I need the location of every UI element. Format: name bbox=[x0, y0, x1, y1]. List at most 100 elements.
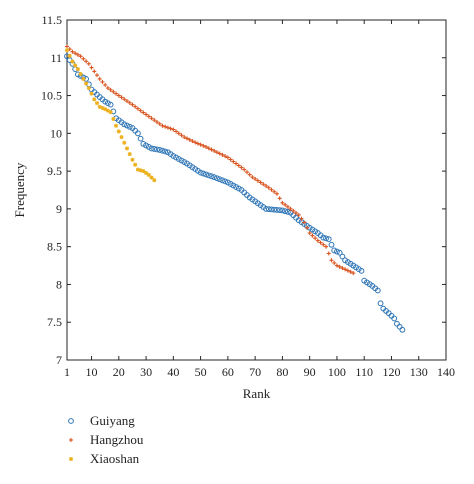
data-point bbox=[391, 315, 398, 322]
data-point bbox=[255, 178, 260, 183]
data-point bbox=[135, 106, 140, 111]
data-point bbox=[253, 176, 258, 181]
data-point bbox=[222, 178, 229, 185]
data-point bbox=[348, 269, 353, 274]
data-point bbox=[334, 248, 340, 255]
data-point bbox=[124, 122, 130, 129]
data-point bbox=[75, 67, 80, 72]
x-tick-label: 70 bbox=[249, 365, 261, 379]
data-point bbox=[374, 287, 381, 294]
x-tick-label: 130 bbox=[410, 365, 428, 379]
data-point bbox=[100, 79, 105, 84]
data-point bbox=[326, 251, 331, 256]
data-point bbox=[86, 86, 91, 90]
y-tick-label: 9 bbox=[56, 202, 62, 216]
data-point bbox=[282, 208, 289, 215]
data-point bbox=[250, 175, 255, 180]
data-point bbox=[73, 51, 78, 56]
data-point bbox=[154, 120, 159, 124]
data-point bbox=[197, 169, 204, 176]
data-point bbox=[307, 231, 312, 236]
data-point bbox=[157, 121, 162, 126]
data-point bbox=[65, 44, 69, 49]
data-point bbox=[92, 97, 97, 102]
data-point bbox=[103, 82, 108, 87]
data-point bbox=[217, 151, 222, 156]
data-point bbox=[89, 65, 94, 70]
legend-marker bbox=[68, 418, 74, 424]
series-guiyang bbox=[64, 53, 406, 333]
data-point bbox=[291, 208, 296, 213]
data-point bbox=[274, 206, 280, 213]
data-point bbox=[236, 163, 241, 168]
data-point bbox=[334, 263, 339, 268]
data-point bbox=[137, 135, 144, 142]
data-point bbox=[331, 247, 338, 254]
data-point bbox=[151, 146, 158, 152]
axis-ticks: 1 10 20 30 40 50 60 70 80 90 100 110 120 130 14077.588… bbox=[41, 13, 455, 379]
data-point bbox=[149, 116, 154, 121]
data-point bbox=[284, 209, 291, 215]
y-tick-label: 10 bbox=[50, 126, 62, 140]
data-point bbox=[214, 150, 219, 155]
data-point bbox=[337, 264, 342, 269]
legend-item-hangzhou: Hangzhou bbox=[69, 432, 144, 447]
data-point bbox=[323, 235, 329, 242]
data-point bbox=[165, 125, 170, 130]
data-point bbox=[325, 236, 332, 243]
data-point bbox=[89, 91, 94, 96]
data-point bbox=[288, 206, 293, 211]
x-tick-label: 1 bbox=[64, 365, 70, 379]
legend-label: Xiaoshan bbox=[90, 451, 140, 466]
data-point bbox=[272, 189, 277, 194]
data-point bbox=[133, 162, 138, 167]
data-point bbox=[127, 100, 132, 105]
data-point bbox=[318, 240, 323, 245]
data-point bbox=[261, 182, 266, 187]
data-point bbox=[264, 183, 269, 188]
data-point bbox=[329, 258, 334, 263]
series-hangzhou bbox=[65, 44, 356, 276]
series-layer bbox=[64, 44, 406, 333]
data-point bbox=[111, 89, 116, 94]
data-point bbox=[126, 123, 133, 130]
data-point bbox=[209, 147, 214, 152]
x-tick-label: 50 bbox=[195, 365, 207, 379]
x-tick-label: 140 bbox=[437, 365, 455, 379]
data-point bbox=[176, 131, 181, 136]
x-tick-label: 120 bbox=[382, 365, 400, 379]
data-point bbox=[201, 143, 206, 148]
x-tick-label: 20 bbox=[113, 365, 125, 379]
data-point bbox=[119, 135, 124, 140]
data-point bbox=[274, 191, 279, 196]
data-point bbox=[65, 48, 69, 53]
data-point bbox=[124, 98, 129, 103]
data-point bbox=[130, 157, 135, 162]
data-point bbox=[219, 177, 226, 184]
data-point bbox=[200, 170, 207, 177]
data-point bbox=[302, 220, 307, 225]
data-point bbox=[345, 268, 350, 273]
legend-item-xiaoshan: Xiaoshan bbox=[69, 451, 140, 466]
data-point bbox=[97, 76, 102, 81]
data-point bbox=[179, 133, 184, 138]
y-tick-label: 9.5 bbox=[47, 164, 62, 178]
legend-item-guiyang: Guiyang bbox=[68, 413, 135, 428]
data-point bbox=[154, 146, 160, 153]
data-point bbox=[239, 165, 244, 170]
data-point bbox=[258, 180, 263, 185]
data-point bbox=[81, 76, 86, 81]
data-point bbox=[81, 56, 86, 61]
data-point bbox=[206, 146, 211, 151]
x-tick-label: 40 bbox=[167, 365, 179, 379]
data-point bbox=[268, 206, 275, 213]
data-point bbox=[70, 59, 75, 64]
data-point bbox=[340, 266, 345, 271]
data-point bbox=[70, 49, 75, 54]
data-point bbox=[182, 135, 187, 140]
data-point bbox=[152, 118, 157, 123]
data-point bbox=[187, 137, 192, 142]
x-tick-label: 60 bbox=[222, 365, 234, 379]
data-point bbox=[124, 146, 129, 151]
data-point bbox=[280, 200, 285, 205]
